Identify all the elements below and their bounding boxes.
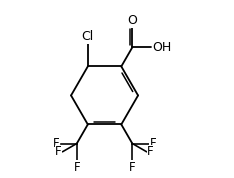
Text: F: F <box>73 161 80 174</box>
Text: F: F <box>150 137 156 150</box>
Text: F: F <box>129 161 136 174</box>
Text: O: O <box>127 14 137 27</box>
Text: OH: OH <box>152 41 172 54</box>
Text: F: F <box>55 145 62 158</box>
Text: F: F <box>147 145 154 158</box>
Text: F: F <box>53 137 60 150</box>
Text: Cl: Cl <box>82 30 94 43</box>
